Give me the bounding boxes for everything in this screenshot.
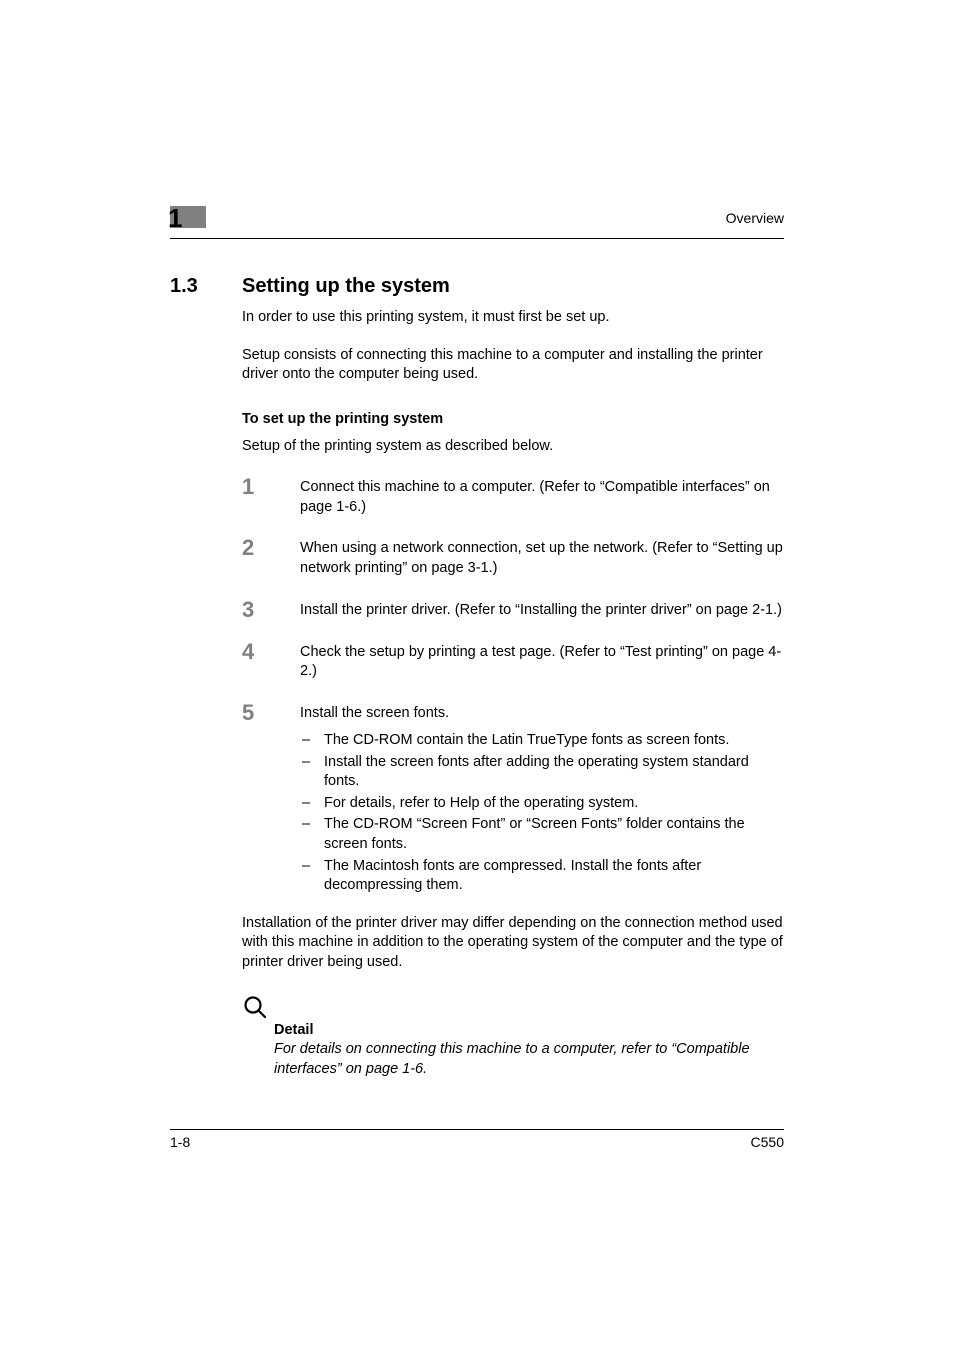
page-header: 1 Overview (170, 210, 784, 234)
page-footer: 1-8 C550 (170, 1129, 784, 1150)
intro-paragraph-2: Setup consists of connecting this machin… (242, 346, 784, 385)
dash-icon: – (300, 731, 324, 751)
sub-heading: To set up the printing system (242, 411, 784, 427)
list-item: – The Macintosh fonts are compressed. In… (300, 857, 784, 896)
step-5-sublist: – The CD-ROM contain the Latin TrueType … (300, 731, 784, 896)
magnifier-icon (242, 994, 268, 1020)
step-number: 5 (242, 702, 300, 896)
step-4: 4 Check the setup by printing a test pag… (242, 641, 784, 682)
chapter-badge: 1 (170, 206, 206, 228)
step-text: Check the setup by printing a test page.… (300, 641, 784, 682)
sub-intro: Setup of the printing system as describe… (242, 437, 784, 457)
detail-note: Detail For details on connecting this ma… (242, 994, 784, 1079)
detail-label: Detail (274, 1022, 784, 1038)
page-number: 1-8 (170, 1134, 190, 1150)
footer-row: 1-8 C550 (170, 1134, 784, 1150)
step-text: Install the screen fonts. – The CD-ROM c… (300, 702, 784, 896)
closing-paragraph: Installation of the printer driver may d… (242, 914, 784, 973)
step-number: 3 (242, 599, 300, 621)
footer-rule (170, 1129, 784, 1130)
step-text: Install the printer driver. (Refer to “I… (300, 599, 784, 621)
dash-icon: – (300, 794, 324, 814)
list-item-text: The CD-ROM “Screen Font” or “Screen Font… (324, 815, 784, 854)
section-title: Setting up the system (242, 275, 450, 298)
list-item: – The CD-ROM contain the Latin TrueType … (300, 731, 784, 751)
list-item-text: For details, refer to Help of the operat… (324, 794, 784, 814)
list-item-text: The CD-ROM contain the Latin TrueType fo… (324, 731, 784, 751)
intro-paragraph-1: In order to use this printing system, it… (242, 308, 784, 328)
step-number: 2 (242, 537, 300, 578)
list-item-text: The Macintosh fonts are compressed. Inst… (324, 857, 784, 896)
step-1: 1 Connect this machine to a computer. (R… (242, 476, 784, 517)
dash-icon: – (300, 815, 324, 854)
step-text: Connect this machine to a computer. (Ref… (300, 476, 784, 517)
list-item: – Install the screen fonts after adding … (300, 753, 784, 792)
step-number: 1 (242, 476, 300, 517)
chapter-number: 1 (168, 205, 182, 231)
list-item: – The CD-ROM “Screen Font” or “Screen Fo… (300, 815, 784, 854)
step-5-lead: Install the screen fonts. (300, 705, 449, 721)
list-item: – For details, refer to Help of the oper… (300, 794, 784, 814)
header-rule (170, 238, 784, 239)
body-column: In order to use this printing system, it… (242, 308, 784, 1080)
dash-icon: – (300, 753, 324, 792)
chapter-title: Overview (726, 210, 784, 226)
dash-icon: – (300, 857, 324, 896)
step-5: 5 Install the screen fonts. – The CD-ROM… (242, 702, 784, 896)
document-page: 1 Overview 1.3 Setting up the system In … (0, 0, 954, 1350)
detail-text: For details on connecting this machine t… (274, 1040, 784, 1079)
section-number: 1.3 (170, 275, 242, 298)
section-heading: 1.3 Setting up the system (170, 275, 784, 298)
list-item-text: Install the screen fonts after adding th… (324, 753, 784, 792)
model-number: C550 (751, 1134, 784, 1150)
step-2: 2 When using a network connection, set u… (242, 537, 784, 578)
step-number: 4 (242, 641, 300, 682)
step-text: When using a network connection, set up … (300, 537, 784, 578)
step-3: 3 Install the printer driver. (Refer to … (242, 599, 784, 621)
